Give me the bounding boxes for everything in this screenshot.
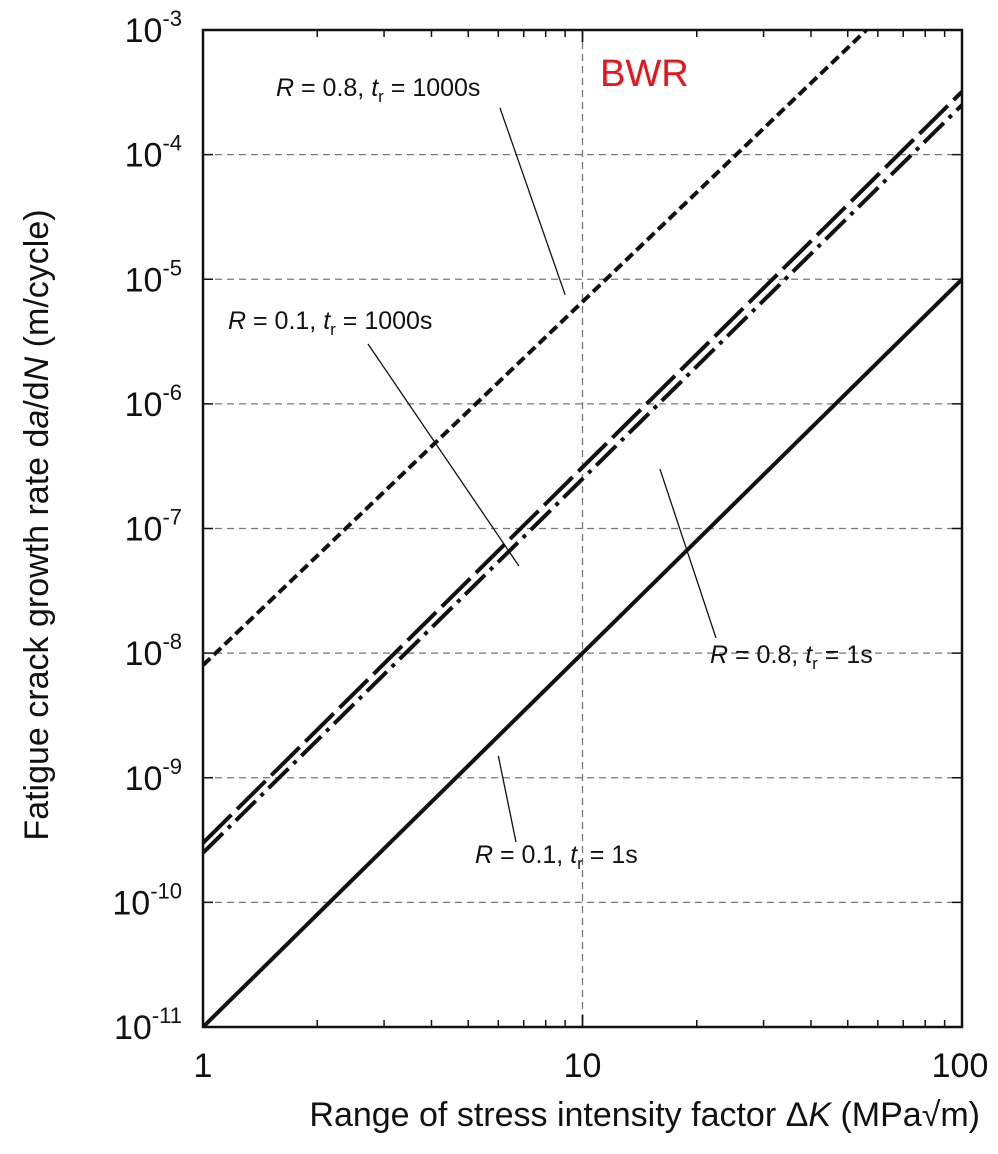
leader-line-a2	[367, 343, 520, 567]
y-tick-label: 10-7	[125, 505, 182, 549]
x-axis-label: Range of stress intensity factor ΔK (MPa…	[309, 1096, 980, 1134]
axis-ticks	[202, 29, 963, 1028]
tick-labels: 1 10 100 10-11 10-10 10-9 10-8 10-7 10-6 10-5 10-4…	[112, 6, 988, 1085]
grid-lines	[203, 30, 962, 1027]
y-tick-label: 10-5	[125, 255, 182, 299]
y-tick-label: 10-10	[112, 878, 182, 922]
series-line-s2	[203, 90, 962, 845]
leader-line-a1	[499, 107, 566, 296]
leader-line-a4	[497, 755, 517, 843]
x-tick-label: 100	[932, 1047, 989, 1085]
chart-tag: BWR	[600, 53, 689, 95]
series-lines	[203, 30, 962, 1027]
annotation-r08-tr1000: R = 0.8, tr = 1000s	[276, 74, 480, 106]
series-line-s3	[203, 103, 962, 855]
y-tick-label: 10-4	[125, 131, 182, 175]
annotation-r01-tr1: R = 0.1, tr = 1s	[475, 841, 638, 873]
y-tick-label: 10-8	[125, 629, 182, 673]
annotation-r01-tr1000: R = 0.1, tr = 1000s	[228, 307, 432, 339]
y-tick-label: 10-6	[125, 380, 182, 424]
y-tick-label: 10-9	[125, 754, 182, 798]
series-line-s1	[203, 30, 868, 667]
y-tick-label: 10-11	[114, 1003, 182, 1047]
annotation-r08-tr1: R = 0.8, tr = 1s	[710, 641, 873, 673]
y-axis-label: Fatigue crack growth rate da/dN (m/cycle…	[18, 209, 56, 840]
annotation-leaders	[367, 107, 717, 843]
x-tick-label: 10	[564, 1047, 602, 1085]
y-tick-label: 10-3	[125, 6, 182, 50]
x-tick-label: 1	[194, 1047, 213, 1085]
leader-line-a3	[659, 468, 717, 639]
series-line-s4	[203, 277, 962, 1027]
